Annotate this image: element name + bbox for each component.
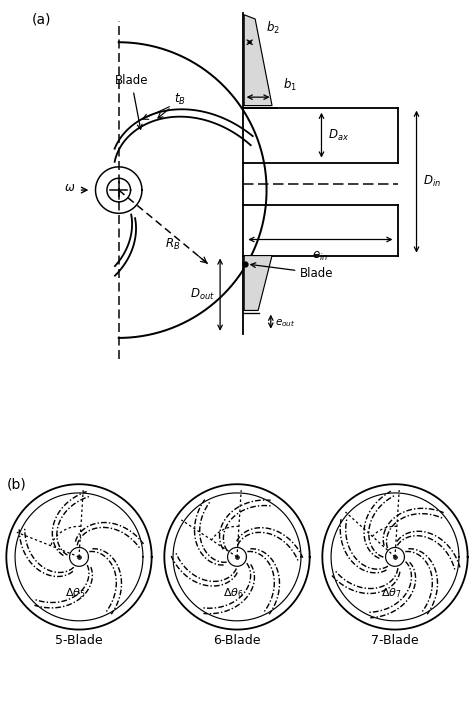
Text: $\Delta\theta_{5}$: $\Delta\theta_{5}$: [65, 586, 86, 600]
Text: $D_{ax}$: $D_{ax}$: [328, 127, 349, 143]
Text: $R_B$: $R_B$: [165, 237, 181, 251]
Polygon shape: [244, 15, 272, 106]
Polygon shape: [244, 256, 272, 310]
Text: $b_2$: $b_2$: [266, 20, 280, 36]
Text: $\Delta\theta_{7}$: $\Delta\theta_{7}$: [381, 586, 401, 600]
Text: $D_{out}$: $D_{out}$: [190, 287, 215, 302]
Text: 7-Blade: 7-Blade: [371, 634, 419, 647]
Text: $\omega$: $\omega$: [64, 181, 76, 194]
Text: 6-Blade: 6-Blade: [213, 634, 261, 647]
Text: $\Delta\theta_{6}$: $\Delta\theta_{6}$: [223, 586, 244, 600]
Text: $D_{in}$: $D_{in}$: [423, 174, 441, 189]
Text: (a): (a): [32, 13, 52, 27]
Text: Blade: Blade: [251, 263, 334, 279]
Text: (b): (b): [6, 478, 26, 492]
Text: $b_1$: $b_1$: [283, 77, 297, 93]
Text: 5-Blade: 5-Blade: [55, 634, 103, 647]
Text: Blade: Blade: [115, 75, 148, 130]
Text: $e_{out}$: $e_{out}$: [275, 318, 295, 329]
Text: $t_B$: $t_B$: [158, 92, 186, 118]
Text: $e_{in}$: $e_{in}$: [312, 250, 328, 263]
